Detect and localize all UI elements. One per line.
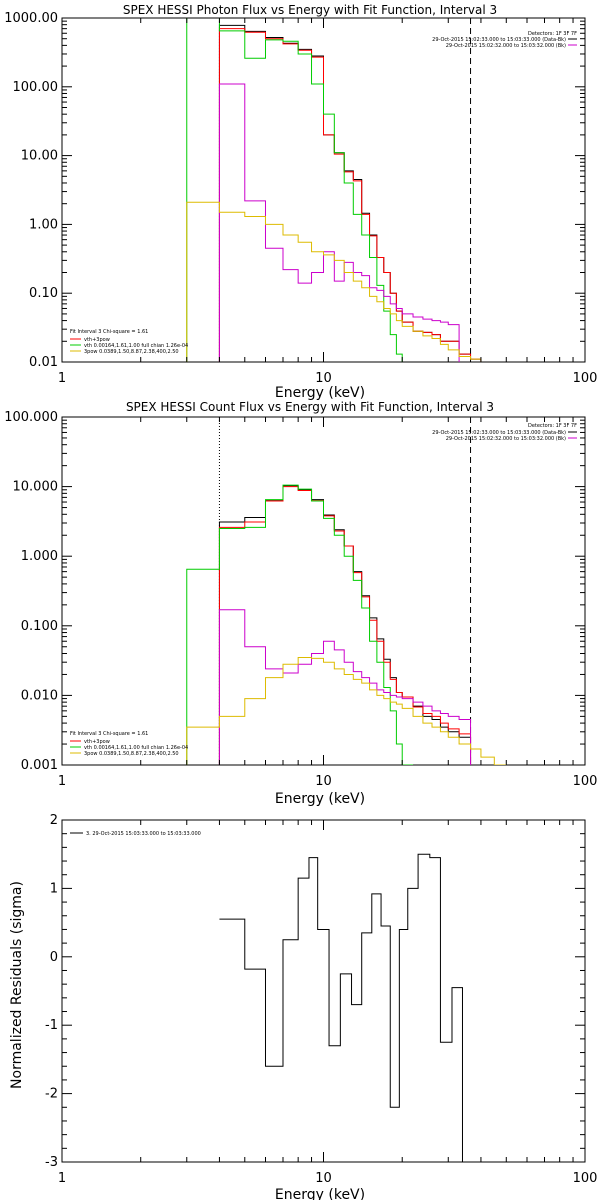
y-tick-label: -3	[45, 1155, 58, 1170]
count-flux-panel: SPEX HESSI Count Flux vs Energy with Fit…	[4, 400, 598, 807]
series-line-3	[218, 83, 460, 362]
legend-entry-vth-3pow: vth+3pow	[84, 337, 110, 343]
legend-data-bk: 29-Oct-2015 15:02:33.000 to 15:03:33.000…	[432, 430, 566, 436]
legend-entry-3pow: 3pow 0.0389,1.50,8.87,2.38,400,2.50	[84, 751, 179, 757]
plot-frame	[61, 819, 586, 1163]
legend-fit-header: Fit Interval 3 Chi-square = 1.61	[70, 329, 148, 335]
y-axis-ticks: 0.01 0.10 1.00 10.00 100.00 1000.00	[4, 11, 585, 370]
series-line-3	[218, 609, 472, 765]
chart-title: SPEX HESSI Count Flux vs Energy with Fit…	[126, 400, 494, 414]
series-line-0	[218, 24, 482, 362]
y-tick-label: 10.00	[21, 149, 58, 164]
y-axis-ticks: 0.001 0.010 0.100 1.000 10.000 100.000	[4, 410, 585, 773]
x-axis-ticks: 1 10 100	[58, 820, 598, 1186]
legend-top-right: Detectors: 1F 3F 7F 29-Oct-2015 15:02:33…	[432, 31, 577, 49]
y-axis-ticks: -3 -2 -1 0 1 2	[45, 813, 585, 1170]
x-axis-label: Energy (keV)	[275, 385, 365, 401]
x-tick-label: 10	[315, 371, 332, 386]
y-tick-label: 1.000	[21, 549, 58, 564]
x-tick-label: 100	[573, 371, 598, 386]
legend-top-right: Detectors: 1F 3F 7F 29-Oct-2015 15:02:33…	[432, 423, 577, 442]
residuals-panel: -3 -2 -1 0 1 2 1 10 100 Energy (keV) Normalized…	[9, 813, 597, 1200]
plot-frame	[61, 416, 586, 766]
x-tick-label: 1	[58, 371, 66, 386]
x-tick-label: 1	[58, 774, 66, 789]
legend-detectors: Detectors: 1F 3F 7F	[528, 31, 577, 37]
y-tick-label: -1	[45, 1018, 58, 1033]
legend-entry-vth: vth 0.00164,1.61,1.00 full chian 1.26e-0…	[84, 745, 188, 751]
x-axis-label: Energy (keV)	[275, 1187, 365, 1200]
series-line-2	[186, 484, 414, 765]
legend-entry-residuals: 3. 29-Oct-2015 15:03:33.000 to 15:03:33.…	[86, 831, 201, 837]
y-tick-label: -2	[45, 1087, 58, 1102]
y-tick-label: 1	[50, 881, 58, 896]
x-tick-label: 100	[573, 1171, 598, 1186]
legend-entry-vth-3pow: vth+3pow	[84, 739, 110, 745]
y-tick-label: 0	[50, 950, 58, 965]
series-line-4	[186, 201, 482, 362]
series-line-1	[218, 28, 482, 362]
x-axis-ticks: 1 10 100	[58, 18, 598, 386]
chart-title: SPEX HESSI Photon Flux vs Energy with Fi…	[123, 3, 497, 17]
legend-bk: 29-Oct-2015 15:02:32.000 to 15:03:32.000…	[446, 436, 566, 442]
series-line-0	[219, 853, 463, 1162]
y-axis-label: Normalized Residuals (sigma)	[9, 881, 25, 1089]
legend-detectors: Detectors: 1F 3F 7F	[528, 423, 577, 429]
x-axis-label: Energy (keV)	[275, 791, 365, 807]
series-group	[219, 853, 463, 1162]
legend-entry-vth: vth 0.00164,1.61,1.00 full chian 1.26e-0…	[84, 343, 188, 349]
x-tick-label: 10	[315, 774, 332, 789]
x-tick-label: 100	[573, 774, 598, 789]
y-tick-label: 0.100	[21, 619, 58, 634]
series-line-4	[186, 657, 507, 765]
legend-bottom-left: Fit Interval 3 Chi-square = 1.61 vth+3po…	[70, 329, 188, 355]
plot-area	[61, 819, 586, 1163]
series-line-0	[218, 485, 472, 765]
legend-bottom-left: Fit Interval 3 Chi-square = 1.61 vth+3po…	[70, 731, 188, 757]
x-tick-label: 10	[315, 1171, 332, 1186]
series-group	[186, 18, 482, 362]
y-tick-label: 0.01	[29, 355, 58, 370]
legend-data-bk: 29-Oct-2015 15:02:33.000 to 15:03:33.000…	[432, 37, 566, 43]
legend-bk: 29-Oct-2015 15:02:32.000 to 15:03:32.000…	[446, 43, 566, 49]
y-tick-label: 0.10	[29, 286, 58, 301]
photon-flux-panel: SPEX HESSI Photon Flux vs Energy with Fi…	[4, 3, 598, 401]
y-tick-label: 2	[50, 813, 58, 828]
y-tick-label: 0.001	[21, 758, 58, 773]
series-group	[186, 484, 507, 765]
y-tick-label: 1000.00	[4, 11, 58, 26]
y-tick-label: 100.00	[13, 80, 59, 95]
series-line-1	[218, 486, 472, 765]
legend-top-left: 3. 29-Oct-2015 15:03:33.000 to 15:03:33.…	[70, 831, 201, 837]
series-line-2	[186, 18, 424, 362]
legend-fit-header: Fit Interval 3 Chi-square = 1.61	[70, 731, 148, 737]
y-tick-label: 10.000	[13, 480, 59, 495]
y-tick-label: 0.010	[21, 688, 58, 703]
x-axis-ticks: 1 10 100	[58, 417, 598, 789]
y-tick-label: 100.000	[4, 410, 58, 425]
legend-entry-3pow: 3pow 0.0389,1.50,8.87,2.38,400,2.50	[84, 349, 179, 355]
x-tick-label: 1	[58, 1171, 66, 1186]
y-tick-label: 1.00	[29, 217, 58, 232]
